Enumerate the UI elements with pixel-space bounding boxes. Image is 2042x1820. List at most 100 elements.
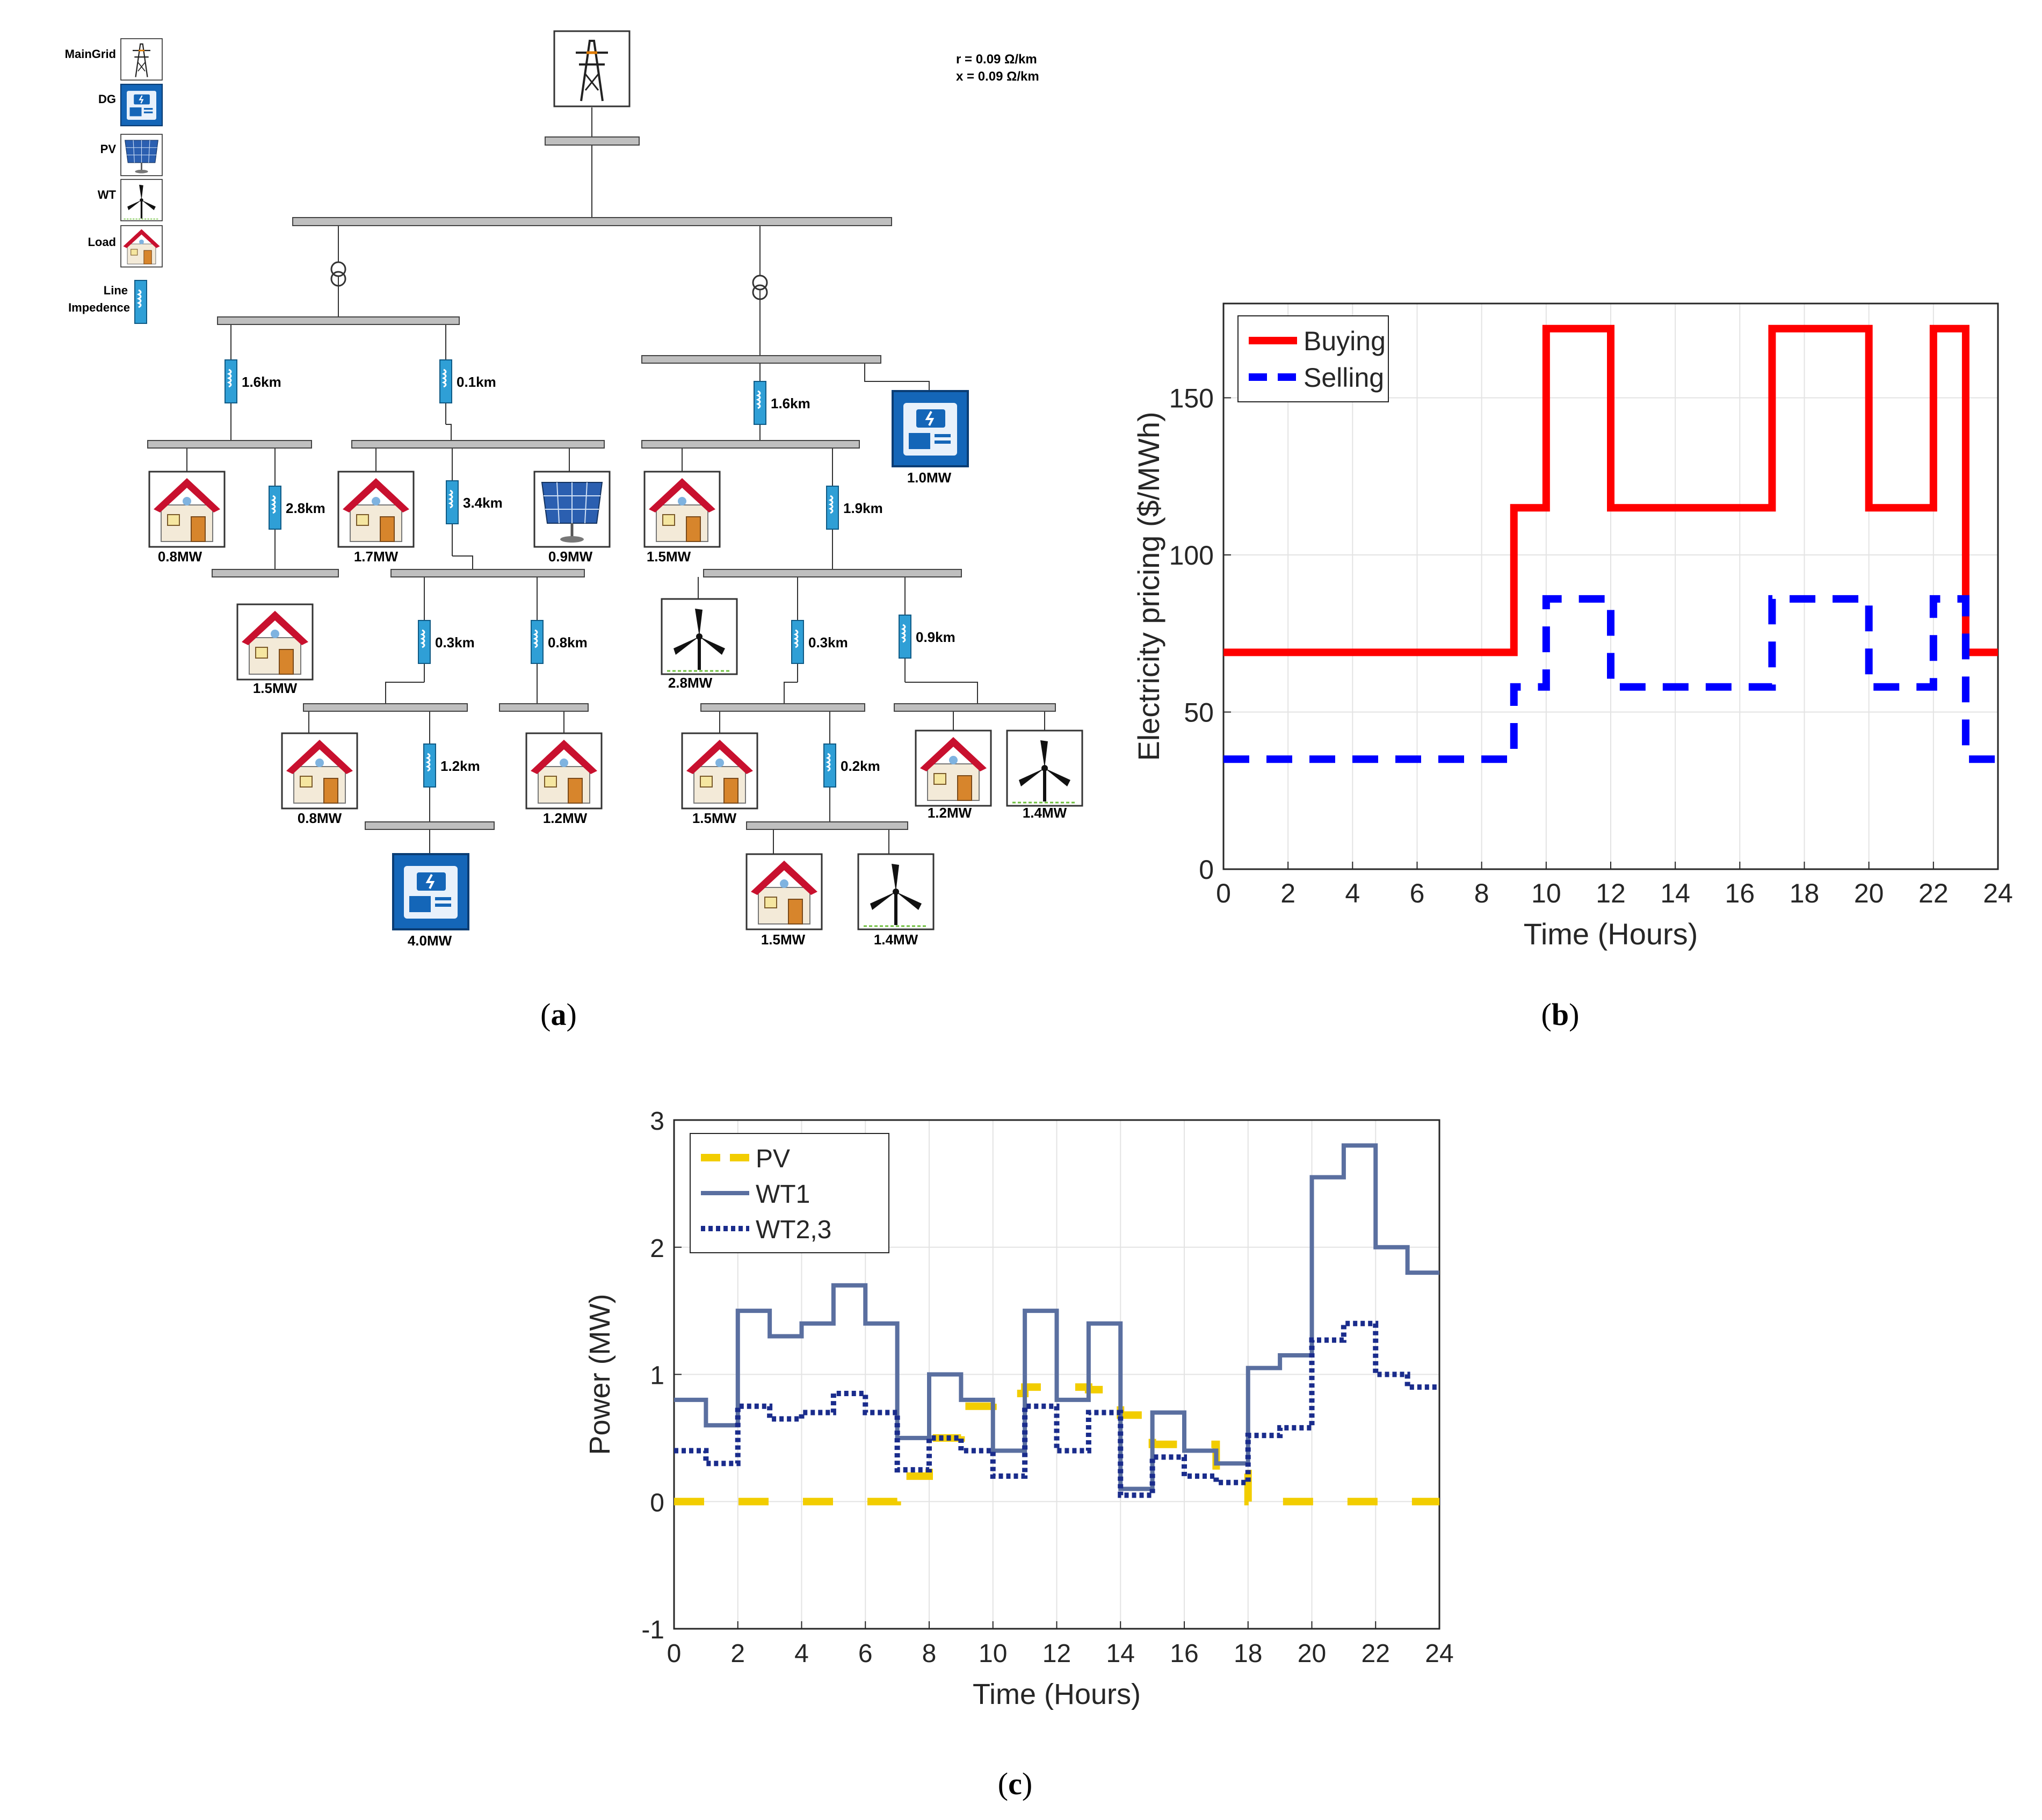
x-tick-label: 14 xyxy=(1106,1640,1135,1668)
bus-r4 xyxy=(894,703,1056,712)
rating-load3: 1.5MW xyxy=(253,680,298,696)
rating-wt1: 2.8MW xyxy=(668,675,713,691)
x-tick-label: 2 xyxy=(730,1640,745,1668)
bus-l2 xyxy=(351,440,605,449)
y-tick-label: 0 xyxy=(1199,855,1214,885)
load-house-icon xyxy=(643,471,721,548)
diesel-generator-icon xyxy=(392,853,469,930)
diesel-generator-icon xyxy=(892,390,969,467)
y-tick-label: 100 xyxy=(1169,540,1214,570)
bus-r1 xyxy=(641,440,860,449)
pv-panel-icon xyxy=(534,472,610,547)
bus-right xyxy=(641,355,881,364)
bus-r5 xyxy=(746,821,908,830)
line-label-12: 0.2km xyxy=(841,758,880,774)
x-tick-label: 20 xyxy=(1854,878,1884,908)
legend-label: WT2,3 xyxy=(756,1216,831,1244)
line-parameters: r = 0.09 Ω/km x = 0.09 Ω/km xyxy=(956,52,1039,84)
impedance-icon xyxy=(753,380,767,425)
param-x: x = 0.09 Ω/km xyxy=(956,69,1039,84)
load-house-icon xyxy=(681,732,758,810)
series-line-wt1 xyxy=(674,1143,1439,1491)
impedance-icon xyxy=(823,743,837,788)
series-line-buying xyxy=(1223,324,1998,656)
diagram-nodes: 0.8MW 1.7MW 0.9MW 1.5MW 0.8MW 1.2MW 4.0M… xyxy=(148,390,1082,949)
legend-label: Selling xyxy=(1304,363,1384,393)
series-line-selling xyxy=(1223,595,1998,763)
legend-label: PV xyxy=(756,1145,790,1173)
impedance-icon xyxy=(423,743,437,788)
x-tick-label: 12 xyxy=(1042,1640,1071,1668)
load-house-icon xyxy=(281,732,358,810)
wind-turbine-icon xyxy=(662,599,737,674)
x-tick-label: 4 xyxy=(1345,878,1360,908)
line-label-1: 1.6km xyxy=(242,374,281,390)
load-house-icon xyxy=(337,471,415,548)
impedance-icon xyxy=(530,619,544,665)
y-tick-label: 50 xyxy=(1184,698,1214,728)
wind-turbine-icon xyxy=(858,854,933,929)
load-house-icon xyxy=(120,225,163,268)
rating-load8: 1.2MW xyxy=(928,805,972,821)
x-tick-label: 10 xyxy=(979,1640,1007,1668)
impedance-icon xyxy=(134,279,148,324)
load-house-icon xyxy=(236,603,314,681)
impedance-icon xyxy=(224,359,238,404)
legend-label: Buying xyxy=(1304,326,1386,356)
bus-left xyxy=(217,316,460,325)
bus-grid xyxy=(545,136,640,146)
x-tick-label: 4 xyxy=(794,1640,809,1668)
line-impedances: 1.6km 0.1km 2.8km 3.4km 0.3km 0.8km 1.2k… xyxy=(224,359,955,788)
bus-main xyxy=(292,217,892,226)
impedance-icon xyxy=(439,359,453,404)
impedance-icon xyxy=(268,485,282,530)
x-tick-label: 8 xyxy=(1474,878,1489,908)
load-house-icon xyxy=(915,730,992,807)
rating-wt2: 1.4MW xyxy=(1023,805,1067,821)
rating-load1: 0.8MW xyxy=(158,548,202,565)
bus-l3 xyxy=(212,569,339,577)
y-tick-label: 3 xyxy=(650,1107,664,1136)
diagram-legend: MainGrid DG PV WT Load Line Impedence xyxy=(65,38,163,324)
rating-pv1: 0.9MW xyxy=(548,548,593,565)
x-tick-label: 20 xyxy=(1298,1640,1326,1668)
y-tick-label: 2 xyxy=(650,1234,664,1263)
line-label-10: 0.3km xyxy=(808,634,848,651)
legend-load-label: Load xyxy=(88,235,116,249)
load-house-icon xyxy=(525,732,603,810)
x-tick-label: 10 xyxy=(1531,878,1561,908)
rating-load5: 1.2MW xyxy=(543,810,588,826)
x-tick-label: 22 xyxy=(1918,878,1949,908)
rating-wt3: 1.4MW xyxy=(874,931,918,948)
y-tick-label: 150 xyxy=(1169,384,1214,414)
y-tick-label: 1 xyxy=(650,1362,664,1390)
x-tick-label: 12 xyxy=(1596,878,1626,908)
x-tick-label: 6 xyxy=(858,1640,873,1668)
y-tick-label: 0 xyxy=(650,1489,664,1517)
bus-l4 xyxy=(390,569,585,577)
x-tick-label: 2 xyxy=(1280,878,1295,908)
line-label-5: 0.3km xyxy=(435,634,475,651)
legend-impedence-label: Impedence xyxy=(68,301,130,314)
impedance-icon xyxy=(445,480,459,525)
bus-r2 xyxy=(703,569,962,577)
wind-turbine-icon xyxy=(1007,731,1082,806)
main-grid-tower-icon xyxy=(554,31,629,106)
rating-load2: 1.7MW xyxy=(354,548,399,565)
bus-l1 xyxy=(147,440,312,449)
line-label-6: 0.8km xyxy=(548,634,588,651)
impedance-icon xyxy=(898,614,912,659)
caption-b: (b) xyxy=(1541,997,1580,1032)
x-tick-label: 16 xyxy=(1170,1640,1198,1668)
x-tick-label: 6 xyxy=(1410,878,1425,908)
legend-wt-label: WT xyxy=(98,188,117,201)
y-axis-label: Electricity pricing ($/MWh) xyxy=(1132,411,1165,761)
x-tick-label: 16 xyxy=(1725,878,1755,908)
bus-l7 xyxy=(365,821,495,830)
x-tick-label: 18 xyxy=(1234,1640,1262,1668)
dg-icon xyxy=(120,83,163,127)
caption-c: (c) xyxy=(998,1766,1032,1801)
bus-l5 xyxy=(303,703,468,712)
